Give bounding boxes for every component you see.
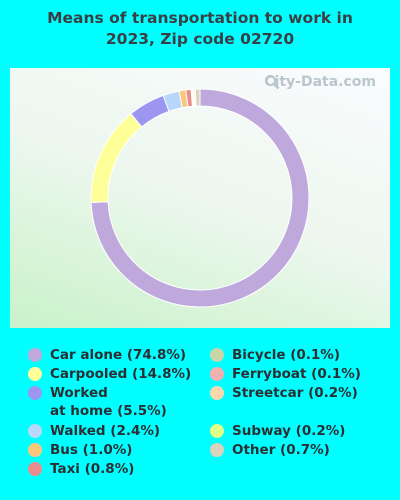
legend-label: Subway (0.2%) <box>232 423 346 439</box>
legend-swatch <box>210 386 224 400</box>
legend-swatch <box>28 443 42 457</box>
legend-label: Bus (1.0%) <box>50 442 133 458</box>
chart-title-line-1: Means of transportation to work in <box>47 9 353 27</box>
magnifier-icon <box>265 75 280 90</box>
donut-slice-1 <box>90 113 143 203</box>
watermark-text: City-Data.com <box>264 74 376 90</box>
legend-item: Car alone (74.8%) <box>28 346 186 364</box>
legend-label: Car alone (74.8%) <box>50 347 187 363</box>
legend-item: Walked (2.4%) <box>28 422 160 440</box>
donut-slice-10 <box>194 88 201 107</box>
legend-swatch <box>210 443 224 457</box>
watermark: City-Data.com <box>264 74 376 90</box>
plot-area: City-Data.com <box>10 68 390 328</box>
chart-title: Means of transportation to work in 2023,… <box>0 8 400 50</box>
legend-label: Streetcar (0.2%) <box>232 385 358 401</box>
legend-label: Worked at home (5.5%) <box>50 385 167 419</box>
legend-item: Ferryboat (0.1%) <box>210 365 361 383</box>
legend: Car alone (74.8%) Carpooled (14.8%) Worked… <box>0 346 400 496</box>
legend-swatch <box>28 424 42 438</box>
legend-label: Bicycle (0.1%) <box>232 347 340 363</box>
legend-swatch <box>210 424 224 438</box>
legend-swatch <box>210 367 224 381</box>
legend-item: Bus (1.0%) <box>28 441 132 459</box>
donut-slice-0 <box>90 88 310 308</box>
legend-item: Streetcar (0.2%) <box>210 384 358 402</box>
legend-label: Taxi (0.8%) <box>50 461 135 477</box>
legend-swatch <box>28 348 42 362</box>
legend-swatch <box>210 348 224 362</box>
chart-title-line-2: 2023, Zip code 02720 <box>105 30 295 48</box>
legend-item: Subway (0.2%) <box>210 422 345 440</box>
legend-item: Taxi (0.8%) <box>28 460 134 478</box>
legend-label: Other (0.7%) <box>232 442 330 458</box>
legend-label: Walked (2.4%) <box>50 423 161 439</box>
legend-swatch <box>28 462 42 476</box>
legend-label: Carpooled (14.8%) <box>50 366 192 382</box>
legend-label: Ferryboat (0.1%) <box>232 366 361 382</box>
legend-item: Bicycle (0.1%) <box>210 346 340 364</box>
legend-item: Carpooled (14.8%) <box>28 365 191 383</box>
legend-swatch <box>28 367 42 381</box>
donut-chart <box>90 88 310 308</box>
legend-item: Other (0.7%) <box>210 441 330 459</box>
legend-item: Worked at home (5.5%) <box>28 384 167 420</box>
legend-swatch <box>28 386 42 400</box>
